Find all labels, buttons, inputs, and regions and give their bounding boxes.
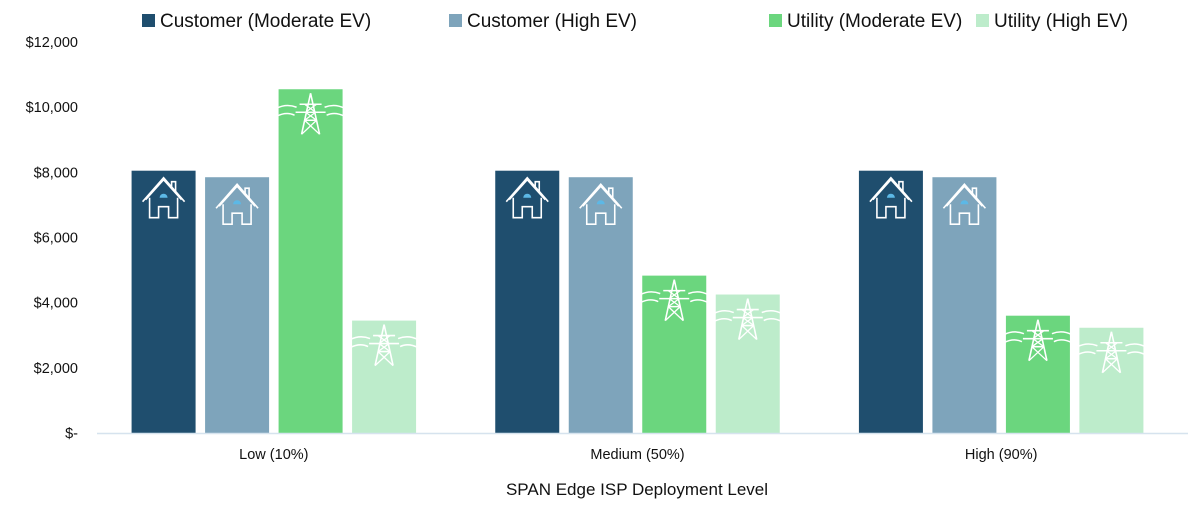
y-axis: $- $2,000 $4,000 $6,000 $8,000 $10,000 $12,000 <box>26 35 79 442</box>
legend-label: Customer (Moderate EV) <box>160 11 371 32</box>
legend-swatch <box>449 14 462 27</box>
bar <box>715 294 780 433</box>
x-axis: Low (10%) Medium (50%) High (90%) <box>97 432 1188 463</box>
bar <box>568 177 633 433</box>
legend-label: Customer (High EV) <box>467 11 637 32</box>
bar <box>131 170 196 433</box>
legend-label: Utility (High EV) <box>994 11 1128 32</box>
bar <box>858 170 923 433</box>
bar <box>205 177 270 433</box>
y-tick-label: $12,000 <box>26 35 78 51</box>
bar <box>495 170 560 433</box>
y-tick-label: $10,000 <box>26 100 78 116</box>
bar <box>932 177 997 433</box>
legend-label: Utility (Moderate EV) <box>787 11 962 32</box>
y-tick-label: $8,000 <box>34 165 78 181</box>
x-tick-label: Medium (50%) <box>590 447 684 463</box>
bar <box>1005 315 1070 433</box>
legend-item: Utility (Moderate EV) <box>769 11 962 32</box>
y-tick-label: $6,000 <box>34 231 78 247</box>
legend-swatch <box>976 14 989 27</box>
legend-swatch <box>769 14 782 27</box>
legend-item: Customer (Moderate EV) <box>142 11 371 32</box>
x-tick-label: High (90%) <box>965 447 1038 463</box>
y-tick-label: $- <box>65 426 78 442</box>
legend-item: Customer (High EV) <box>449 11 637 32</box>
bar <box>278 89 343 433</box>
y-tick-label: $4,000 <box>34 296 78 312</box>
bars <box>131 89 1147 433</box>
legend-item: Utility (High EV) <box>976 11 1128 32</box>
y-tick-label: $2,000 <box>34 361 78 377</box>
x-tick-label: Low (10%) <box>239 447 308 463</box>
x-axis-label: SPAN Edge ISP Deployment Level <box>506 480 768 499</box>
legend: Customer (Moderate EV) Customer (High EV)… <box>142 11 1128 32</box>
legend-swatch <box>142 14 155 27</box>
bar <box>1079 327 1144 433</box>
